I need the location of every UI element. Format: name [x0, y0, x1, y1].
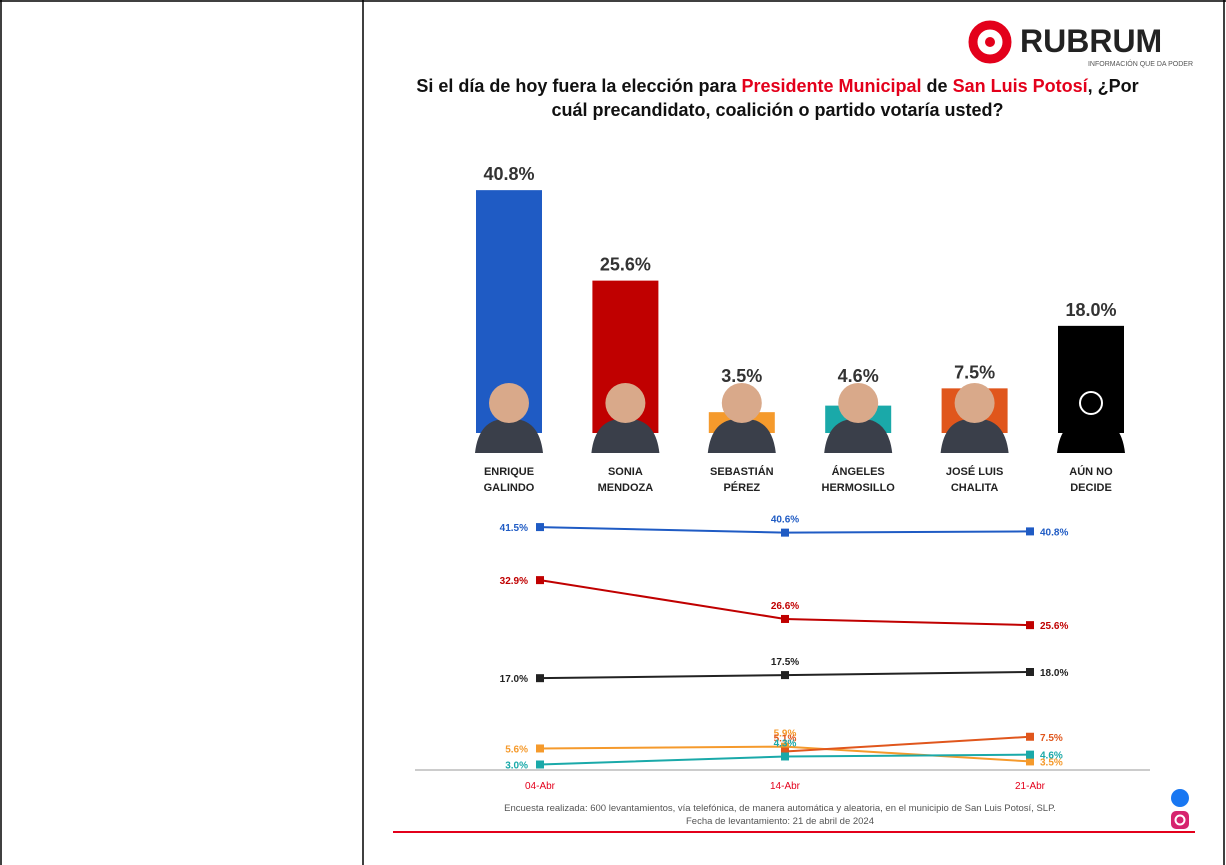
- footer-date: Fecha de levantamiento: 21 de abril de 2…: [685, 816, 875, 827]
- value-label: 40.8%: [1040, 527, 1068, 538]
- x-tick-label: 14-Abr: [770, 781, 801, 792]
- point: [1026, 668, 1034, 676]
- point: [1026, 527, 1034, 536]
- value-label: 25.6%: [600, 255, 651, 275]
- portrait: [954, 383, 995, 423]
- chart-title: Si el día de hoy fuera la elección para …: [405, 74, 1150, 122]
- value-label: 4.6%: [838, 366, 879, 386]
- point: [536, 760, 544, 769]
- point: [781, 614, 789, 623]
- logo-tagline: INFORMACIÓN QUE DA PODER: [1088, 59, 1193, 68]
- title-part: Presidente Municipal: [741, 76, 922, 96]
- instagram-icon: [1174, 814, 1186, 826]
- series-line: [784, 735, 1031, 753]
- footer-note: Encuesta realizada: 600 levantamientos, …: [504, 803, 1056, 814]
- value-label: 26.6%: [771, 601, 799, 612]
- value-label: 17.0%: [500, 674, 528, 685]
- category-label: AÚN NO DECIDE: [1069, 466, 1113, 494]
- portrait: [605, 383, 646, 423]
- instagram-icon: [1171, 811, 1189, 829]
- title-part: de: [921, 76, 953, 96]
- portrait: [1079, 391, 1103, 415]
- point: [781, 528, 789, 537]
- value-label: 41.5%: [500, 523, 528, 534]
- value-label: 40.6%: [771, 515, 799, 526]
- value-label: 5.1%: [774, 734, 797, 745]
- value-label: 17.5%: [771, 657, 799, 668]
- portrait: [591, 418, 660, 453]
- category-label: SEBASTIÁN PÉREZ: [710, 466, 774, 494]
- value-label: 3.0%: [505, 761, 528, 772]
- value-label: 4.6%: [1040, 751, 1063, 762]
- value-label: 7.5%: [1040, 733, 1063, 744]
- value-label: 32.9%: [500, 576, 528, 587]
- point: [536, 674, 544, 683]
- category-label: ÁNGELES HERMOSILLO: [821, 466, 895, 494]
- value-label: 3.5%: [721, 366, 762, 386]
- title-part: , ¿Por cuál precandidato, coalición o pa…: [551, 76, 1139, 120]
- portrait: [1057, 418, 1125, 453]
- portrait: [940, 418, 1009, 453]
- logo-icon: [985, 37, 995, 47]
- footer: Encuesta realizada: 600 levantamientos, …: [400, 802, 1160, 828]
- point: [781, 671, 789, 680]
- category-label: SONIA MENDOZA: [597, 466, 654, 494]
- point: [1026, 750, 1034, 759]
- title-part: Si el día de hoy fuera la elección para: [416, 76, 742, 96]
- value-label: 7.5%: [954, 362, 995, 382]
- category-label: JOSÉ LUIS CHALITA: [945, 466, 1004, 494]
- logo-name: RUBRUM: [1020, 23, 1162, 59]
- portrait: [707, 418, 776, 453]
- value-label: 18.0%: [1065, 300, 1116, 320]
- point: [536, 523, 544, 532]
- value-label: 25.6%: [1040, 621, 1068, 632]
- point: [1026, 732, 1034, 741]
- point: [536, 744, 544, 753]
- point: [781, 742, 789, 751]
- logo-icon: [968, 20, 1012, 64]
- value-label: 4.3%: [774, 738, 797, 749]
- portrait: [1071, 383, 1111, 423]
- value-label: 5.9%: [774, 729, 797, 740]
- point: [536, 576, 544, 585]
- facebook-icon: [1171, 789, 1189, 807]
- x-tick-label: 04-Abr: [525, 781, 556, 792]
- portrait: [824, 418, 893, 453]
- value-label: 5.6%: [505, 744, 528, 755]
- title-part: San Luis Potosí: [952, 76, 1088, 96]
- x-tick-label: 21-Abr: [1015, 781, 1046, 792]
- portrait: [489, 383, 529, 423]
- point: [781, 747, 789, 756]
- point: [781, 752, 789, 761]
- point: [1026, 757, 1034, 766]
- portrait: [721, 383, 762, 423]
- category-label: ENRIQUE GALINDO: [483, 466, 535, 494]
- portrait: [475, 418, 543, 453]
- portrait: [838, 383, 879, 423]
- value-label: 40.8%: [483, 164, 534, 184]
- point: [1026, 621, 1034, 630]
- value-label: 3.5%: [1040, 757, 1063, 768]
- value-label: 18.0%: [1040, 668, 1068, 679]
